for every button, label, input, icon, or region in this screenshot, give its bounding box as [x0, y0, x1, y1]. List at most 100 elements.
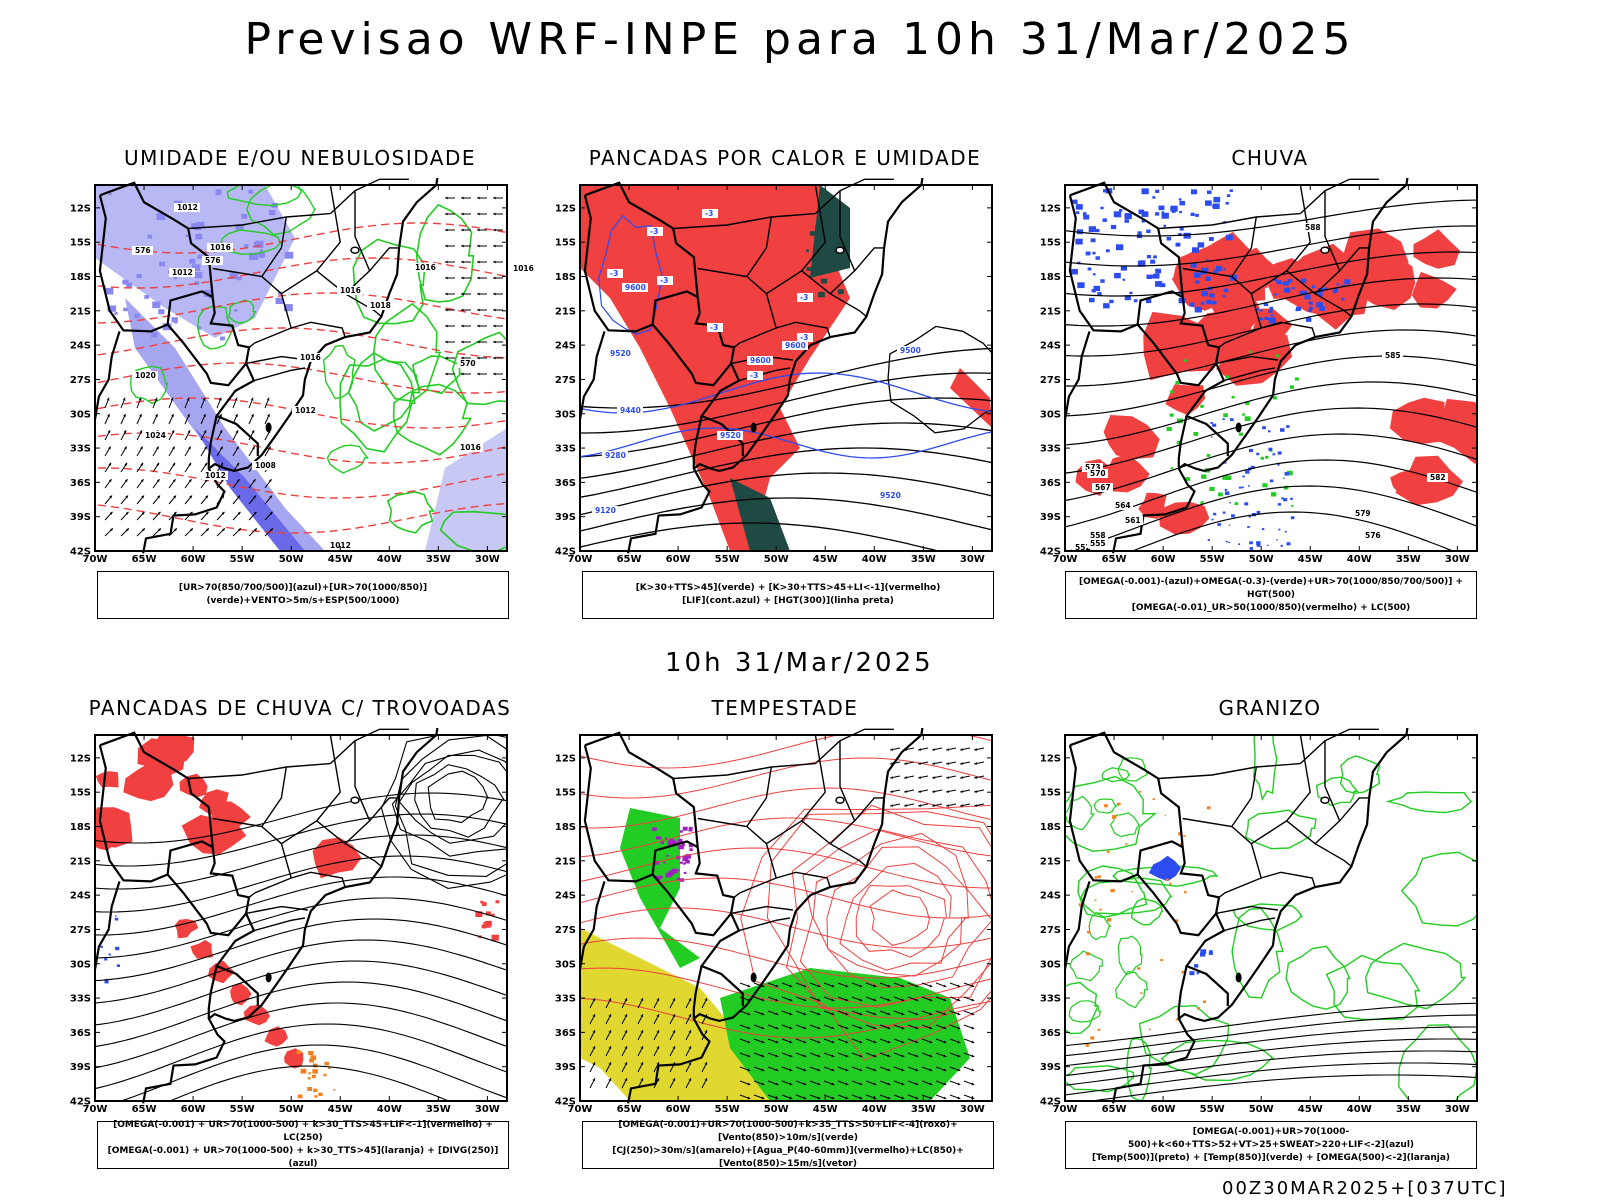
wind-vector [974, 762, 978, 765]
rh-contour [197, 306, 235, 350]
wind-vector [270, 528, 273, 532]
wind-vector [250, 397, 254, 401]
rain-blue [1137, 231, 1142, 235]
hgt500-line [1065, 225, 1477, 267]
wind-vector [171, 414, 174, 417]
rain-blue [1122, 278, 1126, 281]
wind-vector [775, 1012, 779, 1016]
hgt-label: 564 [1115, 501, 1131, 510]
lon-label: 70W [1053, 554, 1078, 565]
wind-vector [461, 196, 464, 200]
instability-green-speckle [832, 264, 838, 270]
rain-blue [1114, 272, 1121, 279]
humidity-speckle [204, 289, 213, 297]
lat-label: 24S [1040, 341, 1061, 352]
rain-blue [1141, 188, 1149, 195]
unstable-purple [663, 861, 666, 864]
rain-blue [1228, 541, 1230, 543]
isobar-label: 1012 [205, 471, 226, 480]
wind-vector [747, 984, 751, 988]
state-border [1324, 740, 1341, 822]
isobar-label-bg [297, 353, 323, 362]
state-border [1251, 184, 1311, 295]
wind-vector [873, 1082, 877, 1086]
lon-label: 70W [1053, 1104, 1078, 1115]
rain-blue [1190, 262, 1197, 268]
wind-vector [234, 397, 238, 401]
rain-blue [1259, 317, 1264, 321]
humidity-speckle [126, 282, 133, 288]
wind-vector [493, 324, 496, 328]
wind-vector [831, 1040, 835, 1044]
lon-label: 50W [764, 1104, 789, 1115]
lon-label: 45W [328, 554, 353, 565]
temp850-contour [1232, 903, 1304, 932]
state-border [281, 734, 341, 845]
map-content [95, 185, 507, 551]
tstorm-orange [308, 1051, 314, 1056]
wind-vector [688, 1030, 692, 1034]
wind-vector [789, 1096, 793, 1100]
wind-vector [688, 1046, 692, 1050]
coastline [627, 178, 924, 554]
wind-vector [957, 1068, 961, 1072]
wind-vector [761, 1026, 765, 1030]
wind-vector [747, 1082, 751, 1086]
wind-vector [915, 984, 919, 988]
rain-blue [1212, 423, 1217, 427]
wind-vector [640, 1014, 644, 1018]
wind-vector [929, 1012, 933, 1016]
rain-blue [1124, 295, 1131, 301]
pw-contour [785, 804, 992, 1029]
wind-vector [608, 1014, 612, 1018]
lat-label: 18S [1040, 822, 1061, 833]
thickness-line [95, 257, 507, 289]
isobar-label-bg [367, 301, 393, 310]
isobar-label: 576 [135, 246, 151, 255]
unstable-purple [689, 848, 693, 852]
unstable-purple [665, 872, 672, 878]
rain-blue [1336, 283, 1339, 286]
country-border [651, 323, 732, 387]
wind-vector [887, 1054, 891, 1058]
contour-label-bg [717, 431, 743, 440]
wind-vector [461, 292, 464, 296]
rain-blue [1210, 422, 1213, 424]
lon-label: 40W [377, 1104, 402, 1115]
contour-label: 9520 [720, 431, 741, 440]
wind-vector [789, 1068, 793, 1072]
wind-vector [592, 1030, 596, 1034]
wind-vector [775, 1082, 779, 1086]
state-border [829, 797, 885, 845]
hgt300-line [580, 372, 992, 434]
lat-label: 30S [70, 409, 91, 420]
isobar-label-bg [510, 264, 535, 273]
rain-blue [1166, 236, 1172, 241]
wind-vector [831, 998, 835, 1002]
rain-blue [1241, 486, 1244, 489]
wind-vector [890, 804, 894, 807]
rain-blue [1223, 268, 1226, 271]
instability-green-speckle [820, 278, 828, 284]
lat-label: 24S [555, 891, 576, 902]
temp500-line [1087, 1074, 1477, 1101]
wind-vector [761, 984, 765, 988]
rain-green [1244, 416, 1251, 421]
lon-label: 45W [1298, 554, 1323, 565]
country-border [1069, 731, 1229, 1007]
wind-vector [608, 998, 612, 1002]
panel-legend: [OMEGA(-0.001) + UR>70(1000-500) + k>30_… [97, 1120, 509, 1169]
hgt500-line [1065, 277, 1477, 327]
omega-orange [1099, 908, 1102, 911]
rain-blue [1277, 464, 1280, 466]
lon-label: 55W [715, 1104, 740, 1115]
rain-green [1176, 440, 1182, 445]
wind-vector [904, 804, 908, 807]
rain-blue [1085, 251, 1091, 256]
rain-blue [1109, 299, 1114, 304]
wind-vector [493, 260, 496, 264]
panel-title: PANCADAS POR CALOR E UMIDADE [588, 146, 982, 170]
hgt-label-bg [1087, 531, 1108, 540]
wind-vector [817, 998, 821, 1002]
wind-vector [173, 511, 177, 515]
